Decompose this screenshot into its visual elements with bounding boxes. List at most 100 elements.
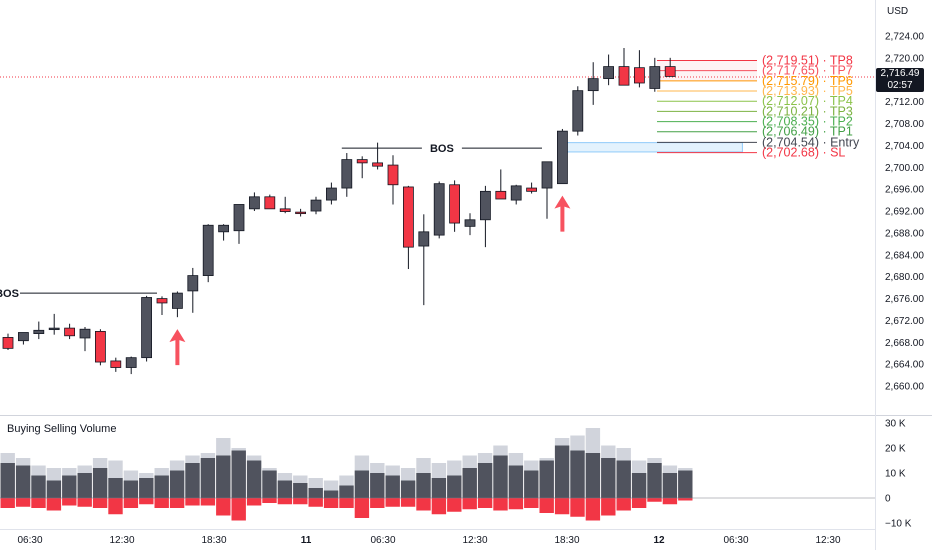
candle-body [433,183,445,236]
volume-selling-bar [246,498,262,506]
candle-body [171,292,183,309]
volume-selling-bar [185,498,200,506]
candle-body [541,161,553,189]
volume-buying-bar [92,468,108,498]
arrow-shape [554,195,571,232]
volume-selling-bar [477,498,493,508]
volume-buying-bar [139,478,154,498]
candle-body [510,185,522,201]
volume-buying-bar [0,463,15,498]
target-level-label: (2,706.49) · TP1 [762,125,853,139]
volume-selling-bar [493,498,508,511]
time-axis-tick-label: 06:30 [723,535,748,546]
entry-zone-box [561,142,743,153]
volume-selling-bar [400,498,416,507]
target-level-label: (2,708.35) · TP2 [762,115,853,129]
candle-body [279,208,291,212]
time-axis-tick-label: 18:30 [201,535,226,546]
target-level-label: (2,710.21) · TP3 [762,104,853,118]
volume-selling-bar [231,498,246,521]
time-axis-tick-label: 18:30 [554,535,579,546]
candle-body [202,224,214,276]
candle-body [449,184,461,224]
price-axis-tick-label: 2,664.00 [885,360,924,371]
currency-label[interactable]: USD [887,6,909,17]
candle-body [310,199,322,212]
volume-selling-bar [200,498,216,506]
volume-buying-bar [323,490,339,498]
candle-body [248,196,260,210]
target-zone-fill [657,60,757,81]
volume-buying-bar [123,480,139,498]
candle-body [557,130,568,185]
volume-buying-bar [31,475,46,498]
volume-selling-bar [524,498,539,508]
volume-buying-bar [293,483,308,498]
volume-buying-bar [62,475,77,498]
price-axis-tick-label: 2,704.00 [885,141,924,152]
volume-selling-bar [62,498,77,506]
target-level-label: (2,702.68) · SL [762,146,845,160]
volume-buying-bar [169,470,185,498]
volume-selling-bar [462,498,477,510]
candle-body [79,328,91,339]
volume-indicator-title[interactable]: Buying Selling Volume [7,423,117,435]
candle-body [572,90,584,132]
volume-selling-bar [601,498,616,516]
candle-body [233,204,245,232]
volume-selling-bar [293,498,308,505]
candle-body [141,297,153,359]
candle-body [479,190,491,221]
volume-selling-bar [108,498,123,515]
volume-buying-bar [246,460,262,498]
candle-body [48,327,60,331]
volume-buying-bar [154,475,169,498]
buy-signal-arrow-icon [554,195,571,232]
volume-selling-bar [585,498,601,521]
volume-buying-bar [462,468,477,498]
candle-body [464,219,476,227]
bar-countdown: 02:57 [887,80,913,92]
candle-body [603,66,614,80]
candle-body [387,164,399,186]
volume-buying-bar [46,480,62,498]
time-axis-tick-label: 12:30 [109,535,134,546]
candle-body [649,66,661,89]
price-axis-tick-label: 2,696.00 [885,185,924,196]
volume-selling-bar [154,498,169,508]
volume-selling-bar [92,498,108,508]
candle-body [110,360,122,368]
candle-body [17,332,29,342]
volume-buying-bar [108,478,123,498]
volume-buying-bar [616,460,631,498]
volume-buying-bar [339,485,354,498]
time-axis-tick-label: 11 [301,535,312,546]
candle-body [634,67,645,84]
price-axis-tick-label: 2,708.00 [885,119,924,130]
volume-selling-bar [46,498,62,511]
arrow-shape [169,329,186,366]
volume-axis-tick-label: 0 [885,494,891,505]
time-axis-tick-label: 06:30 [17,535,42,546]
volume-buying-bar [385,475,400,498]
volume-buying-bar [15,465,31,498]
volume-selling-bar [539,498,554,513]
volume-buying-bar [631,473,647,498]
volume-buying-bar [447,475,462,498]
candle-body [187,275,199,292]
candle-body [2,337,14,349]
bos-label: BOS [430,143,454,155]
target-level-label: (2,717.65) · TP7 [762,64,853,78]
volume-buying-bar [493,455,508,498]
candle-body [264,196,276,210]
target-level-label: (2,719.51) · TP8 [762,54,853,68]
time-axis-tick-label: 06:30 [370,535,395,546]
price-axis-tick-label: 2,668.00 [885,338,924,349]
price-axis-tick-label: 2,672.00 [885,316,924,327]
volume-buying-bar [77,473,92,498]
volume-selling-bar [15,498,31,507]
volume-selling-bar [570,498,585,517]
candle-body [587,78,599,92]
